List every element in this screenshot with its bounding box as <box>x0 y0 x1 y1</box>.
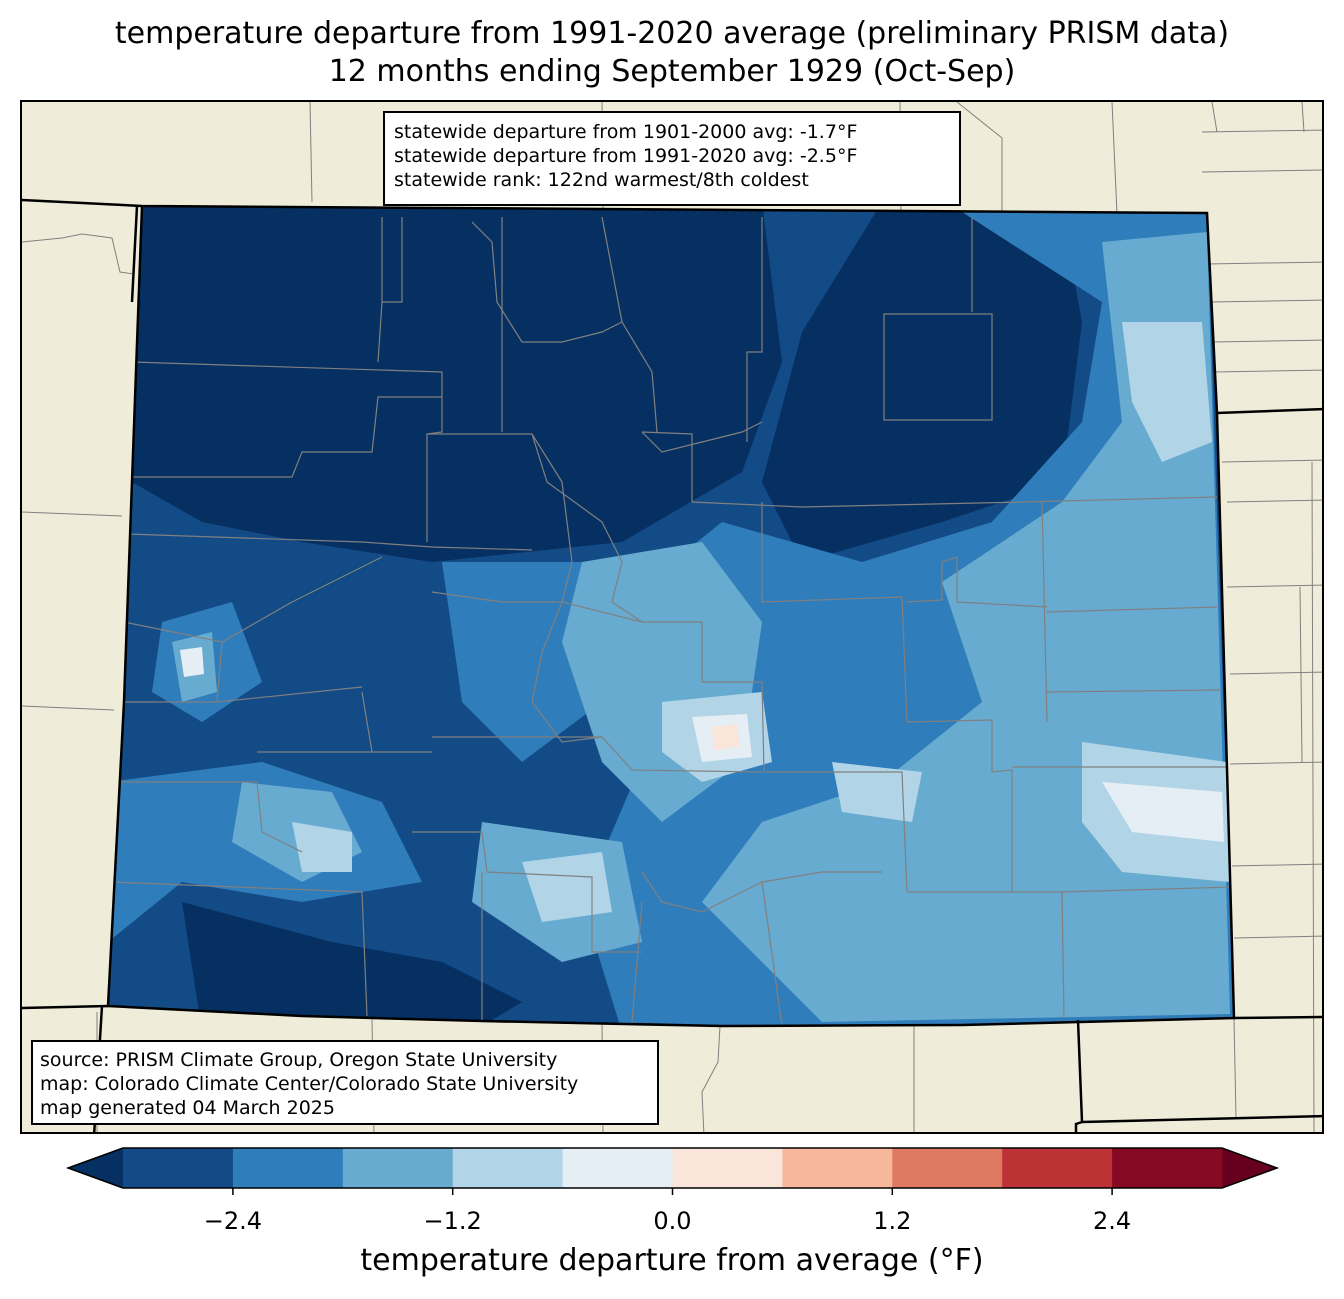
colorbar-tick-label: −1.2 <box>424 1207 482 1235</box>
colorbar-bin <box>672 1148 783 1188</box>
statewide-stats-box: statewide departure from 1901-2000 avg: … <box>383 111 961 206</box>
generated-date-line: map generated 04 March 2025 <box>40 1097 335 1119</box>
map-panel <box>20 100 1324 1134</box>
map-title-line-2: 12 months ending September 1929 (Oct-Sep… <box>328 54 1016 89</box>
colorbar-tick-label: −2.4 <box>204 1207 262 1235</box>
colorbar-bin <box>123 1148 234 1188</box>
colorbar-label: temperature departure from average (°F) <box>360 1243 984 1278</box>
colorbar-bin <box>452 1148 564 1188</box>
colorbar-bin <box>562 1148 673 1188</box>
map-title-line-1: temperature departure from 1991-2020 ave… <box>114 16 1230 51</box>
colorbar-bin <box>892 1148 1003 1188</box>
colorbar-bin <box>232 1148 344 1188</box>
stats-rank: statewide rank: 122nd warmest/8th coldes… <box>394 169 809 191</box>
colorbar-bin <box>782 1148 893 1188</box>
colorbar-bin <box>1002 1148 1113 1188</box>
colorbar-tick-label: 0.0 <box>653 1207 691 1235</box>
colorbar-bin <box>1112 1148 1223 1188</box>
source-credits-box: source: PRISM Climate Group, Oregon Stat… <box>31 1040 659 1125</box>
colorado-temperature-map <box>22 102 1322 1132</box>
stats-1901-2000-departure: statewide departure from 1901-2000 avg: … <box>394 121 858 143</box>
colorado-county-borders <box>111 216 1233 1026</box>
colorbar-tick-label: 2.4 <box>1093 1207 1131 1235</box>
stats-1991-2020-departure: statewide departure from 1991-2020 avg: … <box>394 145 858 167</box>
colorbar-tick-label: 1.2 <box>873 1207 911 1235</box>
colorbar-bin <box>342 1148 454 1188</box>
source-line: source: PRISM Climate Group, Oregon Stat… <box>40 1049 558 1071</box>
colorbar-over-arrow <box>1222 1148 1277 1188</box>
colorbar-under-arrow <box>68 1148 123 1188</box>
temperature-contours <box>108 206 1234 1026</box>
map-credit-line: map: Colorado Climate Center/Colorado St… <box>40 1073 579 1095</box>
colorbar: −2.4 −1.2 0.0 1.2 2.4 <box>65 1147 1280 1235</box>
colorbar-outline <box>65 1147 1280 1189</box>
